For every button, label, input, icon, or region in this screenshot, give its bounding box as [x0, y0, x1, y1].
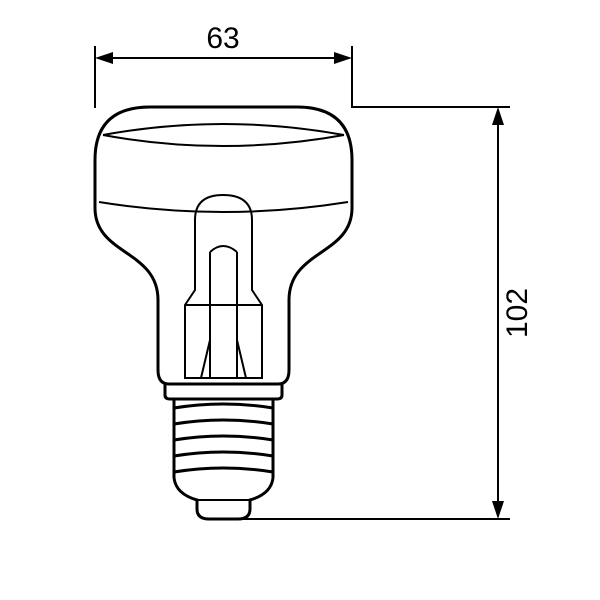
- bulb-internals: [99, 124, 348, 378]
- height-label: 102: [501, 288, 534, 338]
- screw-thread: [174, 399, 273, 519]
- technical-drawing: { "drawing": { "type": "engineering-dime…: [0, 0, 600, 600]
- dimension-width: 63: [95, 22, 352, 108]
- dimension-height: 102: [242, 107, 534, 519]
- width-label: 63: [206, 22, 239, 55]
- drawing-svg: 63 102: [0, 0, 600, 600]
- bulb-outline: [95, 107, 352, 399]
